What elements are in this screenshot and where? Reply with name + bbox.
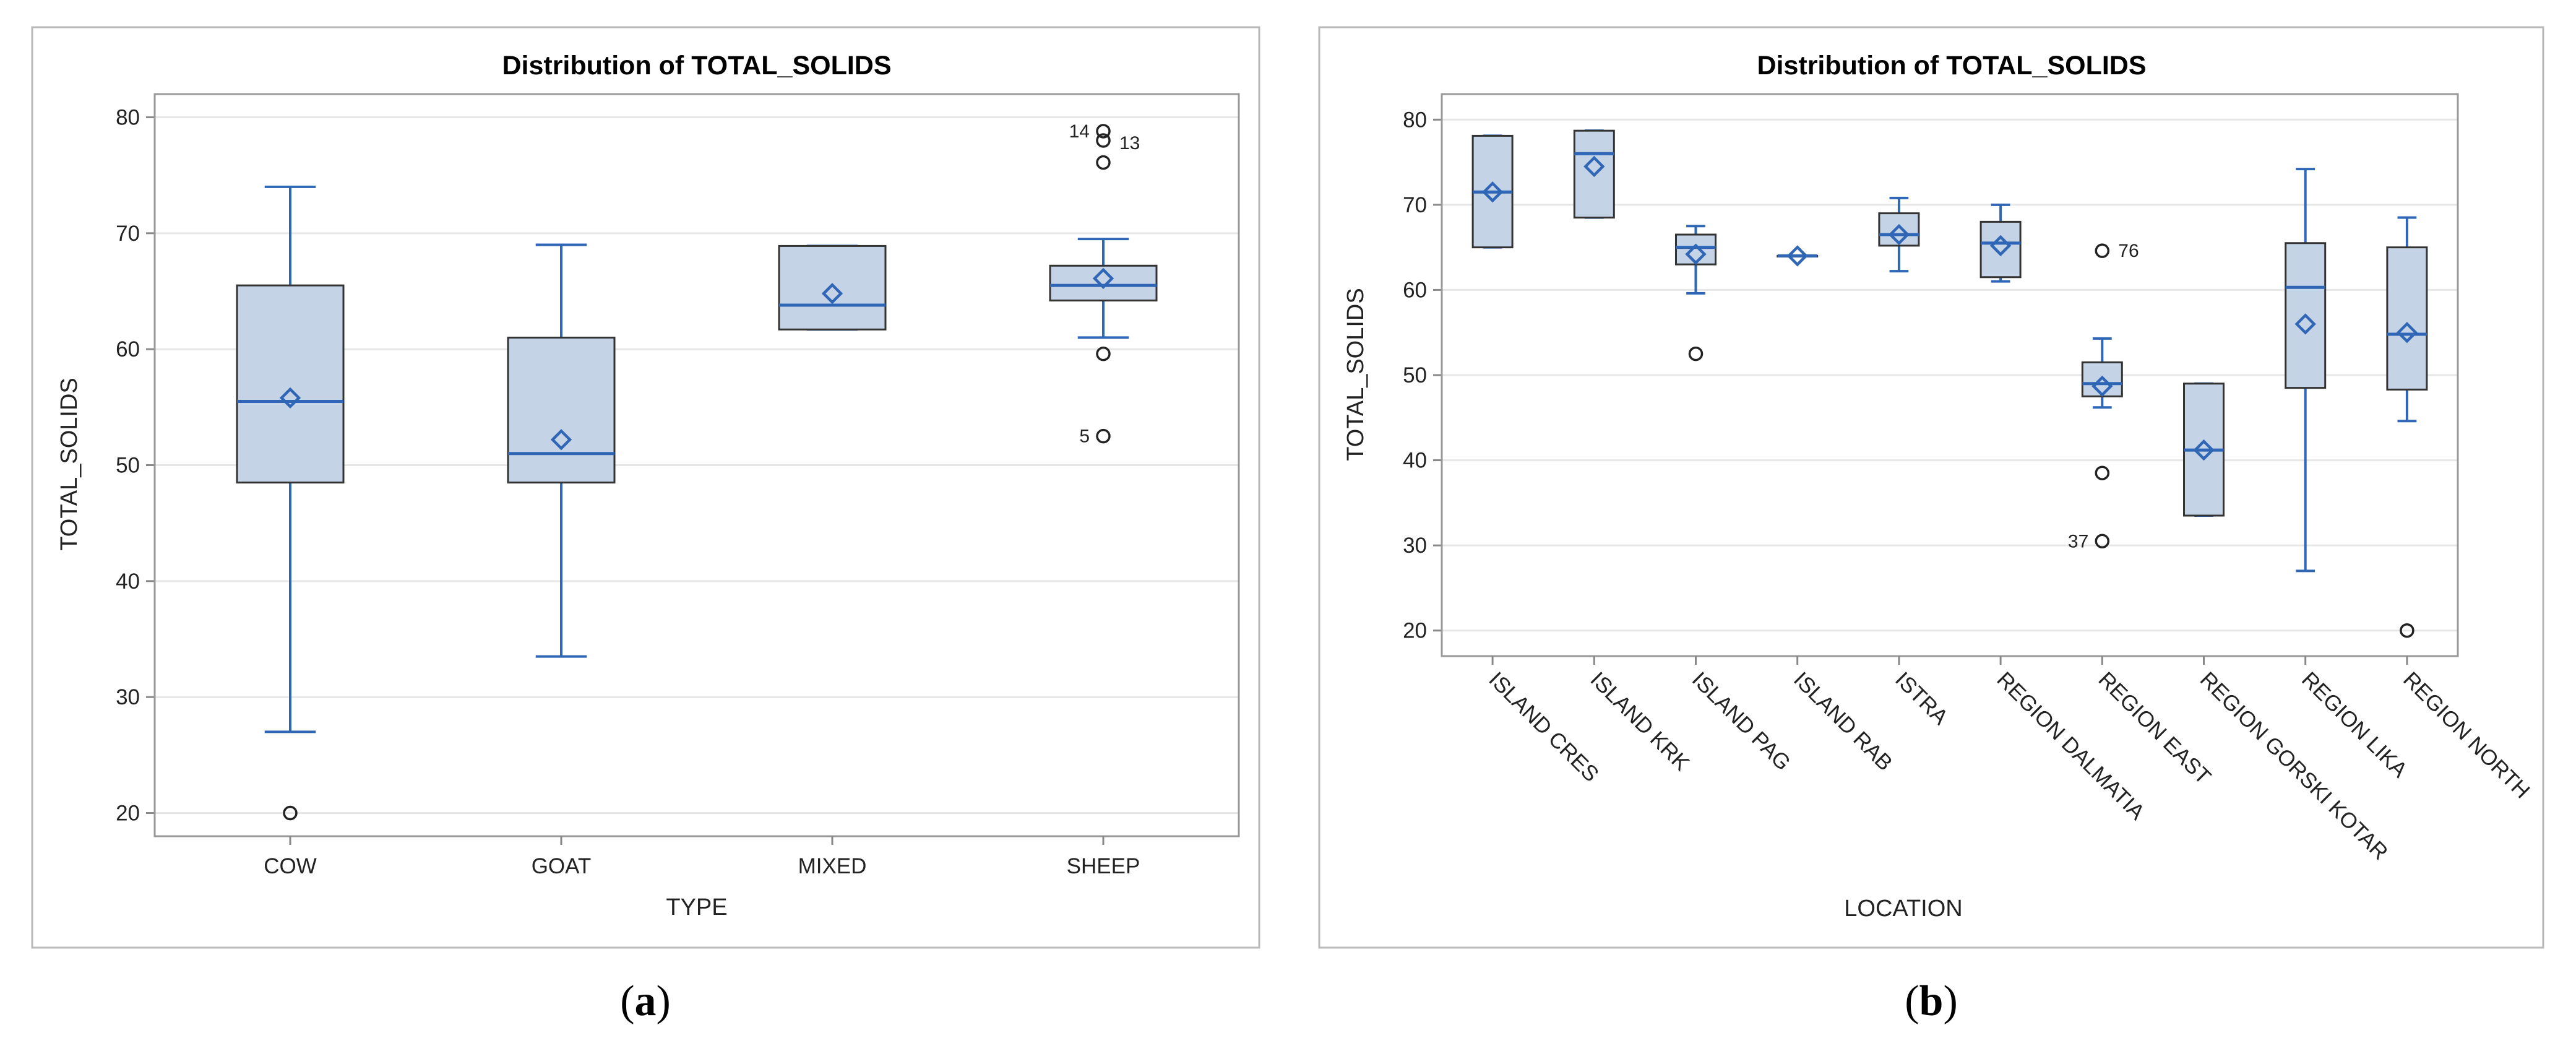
b-xtick-label: ISLAND RAB <box>1789 667 1897 776</box>
panel-b-ylabel: TOTAL_SOLIDS <box>1343 288 1369 461</box>
b-mean-marker <box>2091 375 2113 397</box>
a-box <box>236 284 345 484</box>
b-outlier <box>2095 243 2110 258</box>
b-ytick-label: 70 <box>1403 193 1427 217</box>
a-outlier <box>1096 346 1111 361</box>
a-ytick-label: 30 <box>116 685 140 709</box>
b-ytick-label: 80 <box>1403 108 1427 132</box>
a-ytick-label: 70 <box>116 222 140 246</box>
a-xtick-label: MIXED <box>798 854 867 878</box>
panel-a-xlabel: TYPE <box>666 894 727 920</box>
b-mean-marker <box>2193 439 2215 461</box>
b-xtick-label: REGION GORSKI KOTAR <box>2195 667 2393 865</box>
panel-a-plot: 20 30 40 50 60 70 80 COW GOAT MIXED 14 13 5 SHEEP <box>116 93 1240 878</box>
a-outlier-label: 13 <box>1119 133 1140 154</box>
b-box <box>1878 212 1920 247</box>
panel-a-title: Distribution of TOTAL_SOLIDS <box>502 51 891 80</box>
b-mean-marker <box>2396 322 2418 344</box>
b-ytick-label: 20 <box>1403 619 1427 643</box>
b-mean-marker <box>1685 243 1707 265</box>
a-plot-area <box>153 93 1240 837</box>
a-ytick-label: 50 <box>116 454 140 478</box>
a-outlier <box>1096 133 1111 148</box>
a-box <box>507 336 616 484</box>
b-xtick-label: REGION NORTH <box>2398 667 2535 803</box>
a-mean-marker <box>821 283 843 305</box>
b-box <box>2386 246 2428 391</box>
panel-b-xlabel: LOCATION <box>1844 896 1962 922</box>
a-xtick-label: GOAT <box>532 854 592 878</box>
panel-a-frame <box>31 26 1260 949</box>
b-xtick-label: ISLAND KRK <box>1586 667 1694 776</box>
a-ytick-label: 20 <box>116 802 140 826</box>
caption-b: (b) <box>1905 977 1958 1025</box>
b-xtick-label: ISTRA <box>1890 667 1953 730</box>
b-box <box>1979 220 2022 279</box>
a-outlier <box>1096 124 1111 139</box>
b-outlier <box>2095 534 2110 549</box>
b-outlier <box>2400 623 2414 638</box>
a-mean-marker <box>1092 267 1114 290</box>
b-mean-marker <box>1583 155 1605 178</box>
a-box <box>778 244 887 331</box>
b-ytick-label: 40 <box>1403 449 1427 473</box>
a-outlier <box>1096 155 1111 170</box>
b-mean-marker <box>1481 181 1504 203</box>
b-ytick-label: 50 <box>1403 363 1427 387</box>
b-mean-marker <box>2294 313 2316 335</box>
a-outlier <box>283 805 298 821</box>
a-mean-marker <box>279 387 301 409</box>
a-mean-marker <box>550 429 572 451</box>
b-outlier-label: 76 <box>2118 241 2139 261</box>
a-ytick-label: 60 <box>116 337 140 361</box>
panel-b-title: Distribution of TOTAL_SOLIDS <box>1757 51 2146 80</box>
a-ytick-label: 40 <box>116 569 140 594</box>
b-mean-marker <box>1888 223 1910 246</box>
panel-a-ylabel: TOTAL_SOLIDS <box>56 378 82 550</box>
b-outlier <box>2095 465 2110 480</box>
b-box <box>1675 233 1717 266</box>
b-ytick-label: 60 <box>1403 278 1427 302</box>
b-xtick-label: ISLAND CRES <box>1484 667 1603 787</box>
a-ytick-label: 80 <box>116 105 140 129</box>
a-outlier-label: 14 <box>1069 121 1090 142</box>
panel-b-frame <box>1318 26 2544 949</box>
b-outlier-label: 37 <box>2068 531 2088 551</box>
b-outlier <box>1688 346 1704 361</box>
a-outlier <box>1096 428 1111 444</box>
b-mean-marker <box>1786 245 1808 267</box>
b-xtick-label: ISLAND PAG <box>1687 667 1795 775</box>
caption-a: (a) <box>620 977 671 1025</box>
a-outlier-label: 5 <box>1079 426 1090 447</box>
a-xtick-label: SHEEP <box>1067 854 1140 878</box>
b-mean-marker <box>1989 235 2012 257</box>
b-ytick-label: 30 <box>1403 534 1427 558</box>
a-xtick-label: COW <box>264 854 317 878</box>
b-plot-area <box>1441 93 2459 657</box>
b-xtick-label: REGION LIKA <box>2297 667 2412 782</box>
